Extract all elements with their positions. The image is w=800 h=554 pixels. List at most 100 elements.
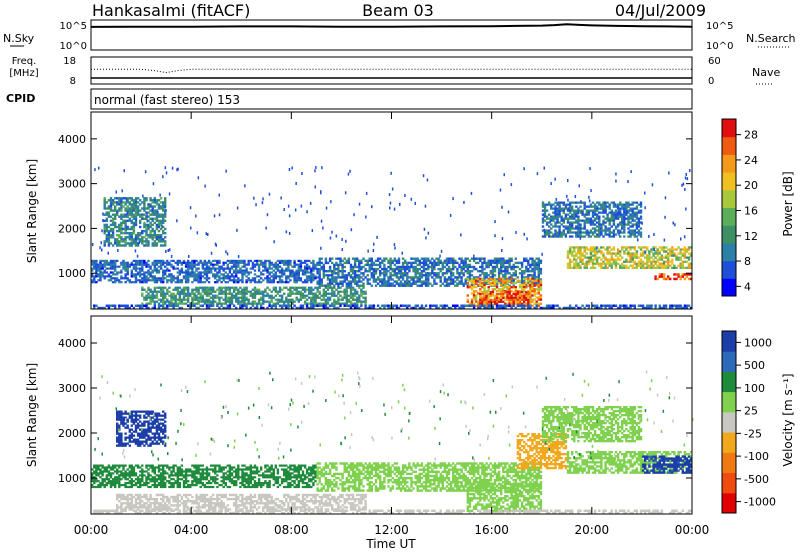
power-cell [120, 304, 123, 307]
power-cell [343, 270, 346, 273]
power-cell [487, 294, 490, 297]
power-scatter-point [115, 190, 117, 194]
power-cell [235, 286, 238, 289]
power-cell [600, 225, 603, 228]
power-cell [593, 266, 597, 269]
power-cell [639, 262, 643, 265]
power-cell [370, 276, 373, 279]
power-scatter-point [168, 192, 171, 196]
power-cell [222, 273, 225, 276]
power-cell [316, 302, 319, 305]
power-cell [439, 270, 442, 273]
power-cell [472, 296, 476, 299]
power-cell [184, 265, 188, 268]
power-cell [529, 270, 532, 273]
power-cell [314, 296, 317, 299]
power-cell [372, 304, 376, 307]
power-cell [203, 277, 207, 280]
power-cell [610, 256, 613, 259]
power-scatter-point [653, 233, 655, 236]
power-cell [543, 213, 547, 216]
power-cell [153, 263, 156, 266]
power-scatter-point [580, 200, 582, 204]
power-cell [362, 265, 365, 269]
power-cell [111, 304, 115, 307]
power-cell [162, 304, 165, 307]
power-cell [516, 300, 520, 303]
power-cell [168, 304, 171, 307]
power-cell [466, 294, 469, 297]
power-cell [621, 227, 624, 230]
power-cell [205, 300, 209, 303]
power-cell [143, 273, 146, 276]
power-cell [241, 304, 244, 307]
power-cell [339, 294, 342, 297]
power-cell [506, 298, 509, 301]
power-cell [232, 296, 236, 299]
power-cell [103, 199, 106, 202]
power-cell [418, 259, 421, 262]
power-cell [187, 290, 190, 293]
power-cell [533, 274, 536, 277]
power-cell [512, 300, 515, 303]
power-cell [604, 304, 607, 307]
power-cell [508, 288, 511, 291]
power-cell [579, 258, 582, 261]
power-cell [543, 203, 547, 206]
power-cell [328, 280, 332, 283]
power-cell [95, 267, 98, 270]
power-scatter-point [503, 173, 505, 177]
power-cell [193, 263, 196, 266]
power-cell [114, 259, 117, 262]
power-cell [481, 304, 484, 307]
power-cell [650, 262, 653, 265]
power-cell [589, 246, 593, 249]
power-cell [606, 246, 609, 249]
power-cell [531, 261, 534, 265]
power-cell [297, 271, 300, 274]
power-cell [226, 298, 229, 301]
power-cell [335, 257, 338, 260]
power-cell [253, 300, 257, 303]
power-cell [312, 277, 315, 280]
power-cell [571, 223, 574, 226]
power-cell [114, 261, 117, 264]
power-cell [93, 263, 96, 266]
power-cell [470, 284, 474, 287]
power-cell [276, 259, 280, 262]
power-cell [462, 284, 465, 287]
power-cell [560, 231, 563, 234]
power-cell [343, 280, 346, 283]
power-cell [689, 252, 693, 255]
power-cell [203, 292, 207, 295]
power-cell [389, 263, 392, 267]
power-cell [598, 250, 601, 253]
freq-left-tick-bottom: 8 [70, 76, 76, 87]
power-cell [533, 302, 536, 305]
power-cell [251, 263, 255, 266]
power-cell [111, 281, 115, 284]
power-cell [556, 233, 559, 236]
power-cell [598, 221, 601, 224]
power-cell [452, 265, 455, 269]
power-cell [103, 219, 106, 222]
power-cell [389, 306, 392, 310]
power-cell [331, 274, 334, 277]
power-cell [339, 261, 342, 265]
power-cell [475, 277, 478, 281]
power-cell [247, 298, 250, 301]
power-cell [153, 304, 156, 307]
power-cell [164, 269, 167, 272]
power-cell [301, 261, 305, 264]
power-cell [228, 261, 232, 264]
power-cell [126, 263, 129, 266]
power-cell [420, 282, 424, 285]
power-cell [664, 277, 668, 281]
power-cell [418, 274, 421, 277]
power-cell [141, 236, 144, 239]
power-cell [689, 266, 693, 269]
power-cell [587, 217, 591, 220]
power-cell [114, 207, 117, 210]
power-cell [255, 275, 259, 278]
power-cell [126, 269, 129, 272]
